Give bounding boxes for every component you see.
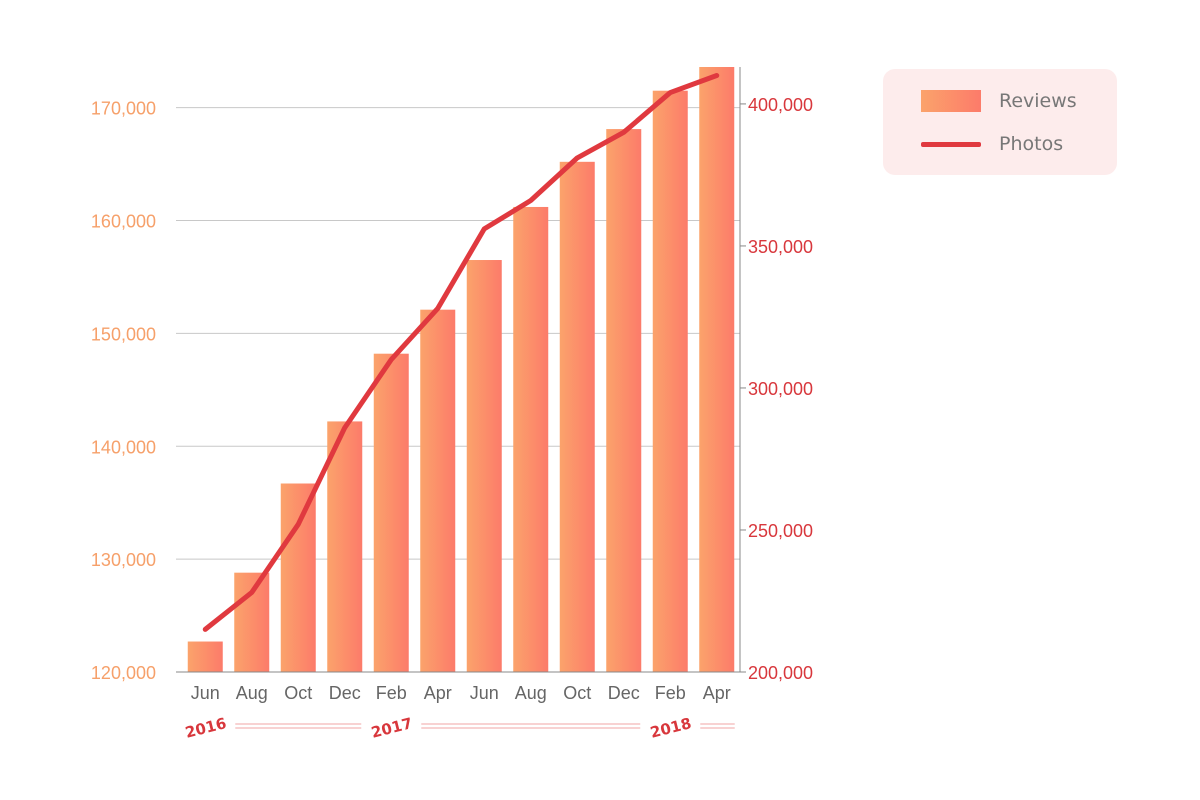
bar-reviews [513, 206, 549, 672]
y-right-tick-label: 400,000 [748, 95, 813, 115]
x-tick-label: Apr [424, 683, 452, 703]
y-right-tick-label: 250,000 [748, 521, 813, 541]
legend-item-photos: Photos [921, 129, 1063, 159]
x-tick-label: Apr [703, 683, 731, 703]
x-tick-label: Aug [515, 683, 547, 703]
bar-reviews [466, 260, 502, 672]
y-left-tick-label: 150,000 [91, 324, 156, 344]
legend: Reviews Photos [883, 69, 1117, 175]
bar-reviews [652, 90, 688, 672]
y-left-tick-label: 160,000 [91, 212, 156, 232]
y-left-tick-label: 170,000 [91, 99, 156, 119]
x-tick-label: Dec [608, 683, 640, 703]
line-photos-path [202, 73, 720, 632]
bar-reviews [606, 129, 642, 673]
bars-reviews [187, 67, 735, 673]
year-label: 2017 [369, 714, 414, 742]
legend-label-photos: Photos [999, 133, 1064, 155]
x-tick-label: Oct [563, 683, 591, 703]
x-tick-label: Jun [191, 683, 220, 703]
bar-reviews [327, 421, 363, 672]
x-tick-label: Aug [236, 683, 268, 703]
x-tick-label: Dec [329, 683, 361, 703]
y-right-tick-label: 300,000 [748, 379, 813, 399]
y-right-tick-label: 200,000 [748, 663, 813, 683]
bar-reviews [699, 67, 735, 672]
x-tick-label: Oct [284, 683, 312, 703]
bar-reviews [280, 483, 316, 672]
y-right-tick-label: 350,000 [748, 237, 813, 257]
bar-reviews [187, 641, 223, 672]
legend-label-reviews: Reviews [999, 90, 1077, 112]
legend-swatch-reviews [921, 90, 981, 112]
legend-item-reviews: Reviews [921, 86, 1077, 116]
y-left-tick-label: 120,000 [91, 663, 156, 683]
line-photos [202, 73, 720, 632]
year-label: 2018 [648, 714, 693, 742]
y-left-tick-label: 130,000 [91, 550, 156, 570]
bar-reviews [559, 161, 595, 673]
bar-reviews [234, 572, 270, 672]
y-left-tick-label: 140,000 [91, 437, 156, 457]
x-tick-label: Feb [376, 683, 407, 703]
bar-reviews [373, 353, 409, 672]
x-tick-label: Jun [470, 683, 499, 703]
bar-reviews [420, 309, 456, 672]
axes: 120,000 130,000 140,000 150,000 160,000 170,0… [91, 67, 813, 742]
x-tick-label: Feb [655, 683, 686, 703]
year-label: 2016 [183, 714, 228, 742]
legend-swatch-photos [921, 141, 981, 147]
